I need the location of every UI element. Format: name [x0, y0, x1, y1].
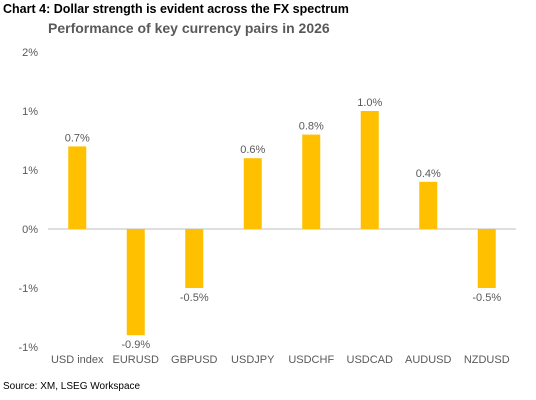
data-label: 0.8% [299, 121, 324, 133]
bar [126, 229, 145, 336]
data-label: 0.6% [240, 144, 265, 156]
bar [419, 181, 438, 229]
data-label: -0.5% [472, 292, 501, 304]
category-label: USDCHF [288, 354, 334, 366]
chart-title: Performance of key currency pairs in 202… [48, 20, 330, 36]
bar [302, 134, 321, 229]
category-label: USDCAD [347, 354, 394, 366]
data-label: -0.9% [121, 339, 150, 351]
y-tick-label: 0% [22, 224, 38, 236]
category-label: USDJPY [231, 354, 275, 366]
y-tick-label: 2% [22, 47, 38, 59]
data-label: -0.5% [180, 292, 209, 304]
category-label: AUDUSD [405, 354, 452, 366]
y-tick-label: -1% [18, 342, 38, 354]
chart-heading: Chart 4: Dollar strength is evident acro… [3, 2, 349, 16]
y-tick-label: 1% [22, 165, 38, 177]
y-tick-label: 1% [22, 106, 38, 118]
bar [243, 158, 262, 229]
bar [360, 111, 379, 229]
data-label: 0.4% [416, 168, 441, 180]
bar [68, 146, 87, 229]
category-label: USD index [51, 354, 104, 366]
bar [185, 229, 204, 288]
data-label: 0.7% [65, 132, 90, 144]
data-label: 1.0% [357, 97, 382, 109]
y-tick-label: -1% [18, 283, 38, 295]
category-label: NZDUSD [464, 354, 510, 366]
source-note: Source: XM, LSEG Workspace [3, 381, 141, 392]
category-label: EURUSD [113, 354, 160, 366]
category-label: GBPUSD [171, 354, 218, 366]
bar [477, 229, 496, 288]
